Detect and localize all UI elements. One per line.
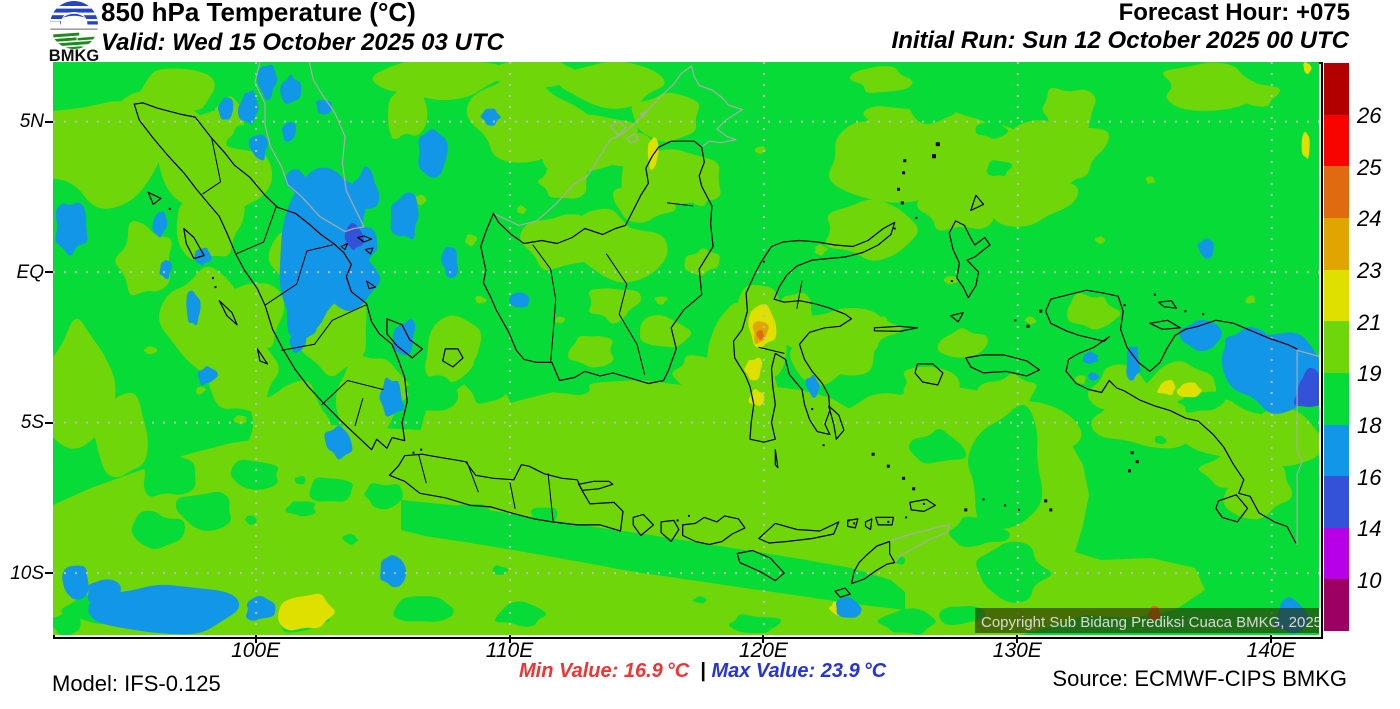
svg-text:Copyright Sub Bidang Prediksi: Copyright Sub Bidang Prediksi Cuaca BMKG… <box>981 614 1319 631</box>
svg-text:BMKG: BMKG <box>49 47 99 62</box>
